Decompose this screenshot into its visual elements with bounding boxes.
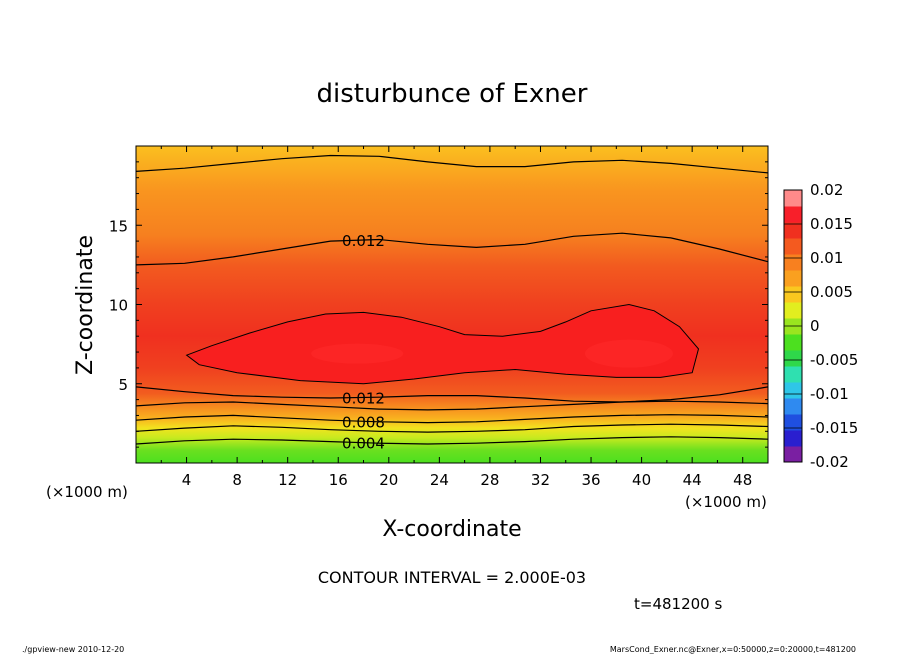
contour-line: [136, 154, 768, 174]
contour-core: [185, 303, 700, 385]
contour-lines: 0.004 0.008 0.012 0.012: [136, 154, 768, 453]
x-tick-label: 8: [232, 471, 242, 489]
colorbar-swatch: [784, 286, 802, 303]
contour-line: [136, 400, 768, 411]
contour-label: 0.004: [342, 435, 385, 453]
contour-label: 0.012: [342, 232, 385, 250]
contour-line: [136, 423, 768, 433]
footer-right: MarsCond_Exner.nc@Exner,x=0:50000,z=0:20…: [610, 645, 856, 654]
colorbar-swatch: [784, 206, 802, 223]
colorbar-label: -0.005: [810, 351, 858, 369]
x-tick-label: 4: [182, 471, 192, 489]
contour-core-highlight: [311, 343, 404, 364]
x-axis-ticks: 4 8 12 16 20 24 28 32 36 40 44 48: [160, 146, 752, 489]
x-tick-label: 48: [733, 471, 752, 489]
contour-line: [136, 386, 768, 403]
colorbar-swatch: [784, 350, 802, 367]
x-tick-label: 20: [379, 471, 398, 489]
y-axis-ticks: 5 10 15: [109, 161, 768, 448]
x-tick-label: 24: [430, 471, 449, 489]
colorbar-swatch: [784, 190, 802, 207]
colorbar-label: -0.02: [810, 453, 849, 471]
colorbar-label: -0.015: [810, 419, 858, 437]
contour-line: [136, 414, 768, 424]
x-unit-label-left: (×1000 m): [46, 483, 128, 501]
x-tick-label: 44: [683, 471, 702, 489]
x-tick-label: 16: [329, 471, 348, 489]
colorbar: 0.02 0.015 0.01 0.005 0 -0.005 -0.01 -0.015 -0.0…: [783, 181, 858, 471]
time-label: t=481200 s: [634, 595, 722, 613]
colorbar-swatch: [784, 302, 802, 319]
colorbar-swatch: [784, 238, 802, 255]
colorbar-swatch: [784, 382, 802, 399]
x-tick-label: 40: [632, 471, 651, 489]
x-axis-label: X-coordinate: [382, 517, 521, 542]
colorbar-label: 0.015: [810, 215, 853, 233]
contour-label: 0.008: [342, 413, 385, 431]
x-tick-label: 12: [278, 471, 297, 489]
colorbar-swatch: [784, 446, 802, 463]
contour-label: 0.012: [342, 389, 385, 407]
y-tick-label: 10: [109, 297, 128, 315]
colorbar-swatch: [784, 430, 802, 447]
colorbar-swatch: [784, 254, 802, 271]
footer-left: ./gpview-new 2010-12-20: [22, 645, 124, 654]
colorbar-swatch: [784, 270, 802, 287]
colorbar-swatch: [784, 222, 802, 239]
x-tick-label: 36: [581, 471, 600, 489]
y-axis-label: Z-coordinate: [73, 235, 98, 375]
colorbar-swatch: [784, 366, 802, 383]
contour-core-highlight: [584, 339, 673, 368]
x-tick-label: 32: [531, 471, 550, 489]
colorbar-label: -0.01: [810, 385, 849, 403]
y-tick-label: 5: [118, 376, 128, 394]
colorbar-label: 0: [810, 317, 820, 335]
colorbar-label: 0.005: [810, 283, 853, 301]
contour-line: [136, 436, 768, 445]
colorbar-swatch: [784, 334, 802, 351]
contour-interval-text: CONTOUR INTERVAL = 2.000E-03: [318, 568, 586, 587]
colorbar-swatch: [784, 414, 802, 431]
contour-field: [136, 146, 768, 463]
colorbar-swatch: [784, 398, 802, 415]
y-tick-label: 15: [109, 217, 128, 235]
x-unit-label-right: (×1000 m): [685, 493, 767, 511]
colorbar-label: 0.02: [810, 181, 843, 199]
chart-title: disturbunce of Exner: [317, 79, 588, 109]
colorbar-label: 0.01: [810, 249, 843, 267]
x-tick-label: 28: [480, 471, 499, 489]
contour-line: [136, 232, 768, 266]
